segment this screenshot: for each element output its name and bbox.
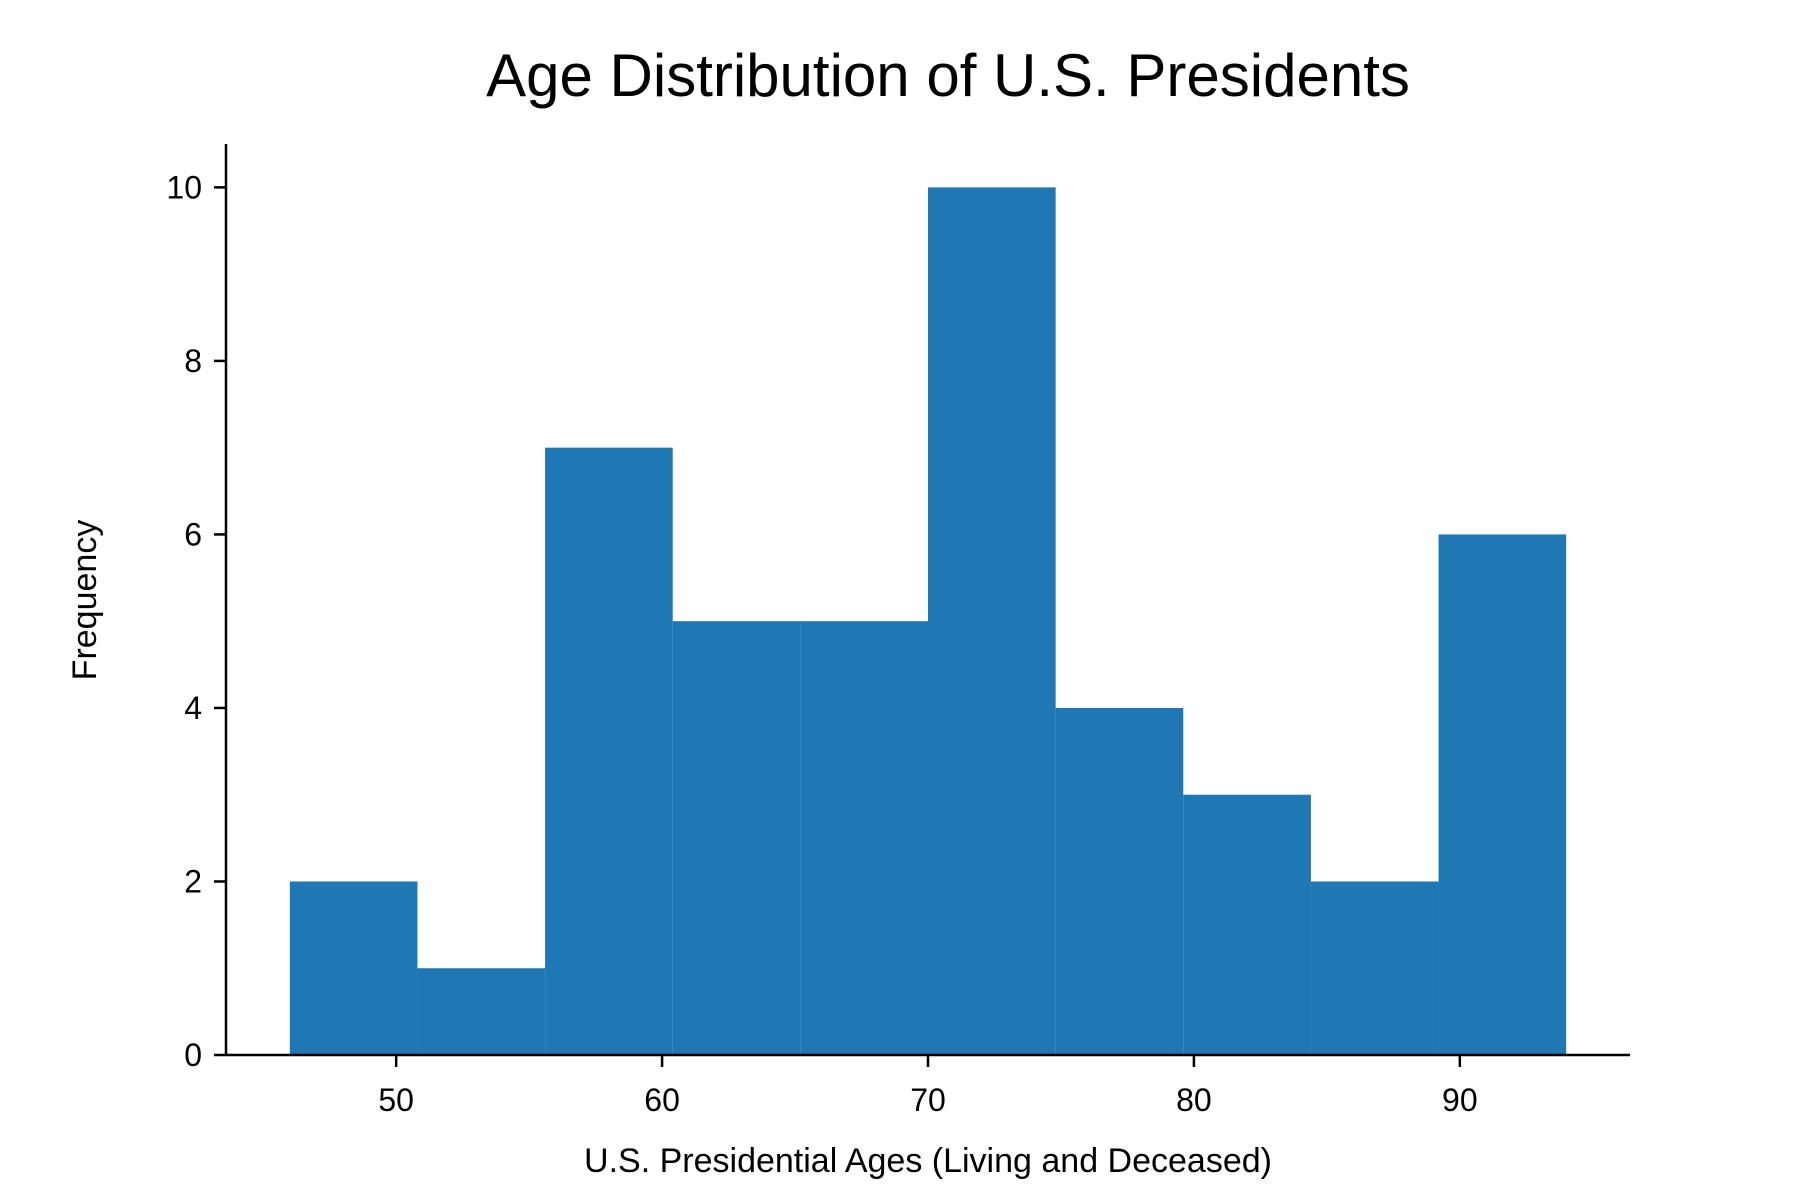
y-tick-label: 4 — [184, 690, 202, 726]
y-tick-label: 6 — [184, 516, 202, 552]
y-tick-label: 8 — [184, 343, 202, 379]
x-ticks-group: 50 60 70 80 90 — [378, 1055, 1478, 1118]
y-tick-label: 0 — [184, 1037, 202, 1073]
x-tick-label: 50 — [378, 1082, 414, 1118]
histogram-bar — [928, 187, 1056, 1055]
histogram-bar — [289, 881, 418, 1055]
x-axis-label: U.S. Presidential Ages (Living and Decea… — [584, 1142, 1272, 1180]
y-tick-label: 2 — [184, 863, 202, 899]
histogram-bar — [800, 621, 928, 1055]
y-ticks-group: 0 2 4 6 8 10 — [166, 169, 226, 1073]
histogram-bar — [1055, 707, 1184, 1055]
y-axis-label: Frequency — [66, 520, 104, 681]
y-tick-label: 10 — [166, 169, 202, 205]
x-tick-label: 70 — [910, 1082, 946, 1118]
histogram-bar — [545, 447, 673, 1056]
histogram-bar — [1438, 534, 1567, 1055]
chart-title: Age Distribution of U.S. Presidents — [486, 42, 1410, 109]
x-tick-label: 80 — [1176, 1082, 1212, 1118]
histogram-bar — [417, 968, 546, 1055]
histogram-bar — [672, 621, 801, 1055]
x-tick-label: 60 — [644, 1082, 680, 1118]
histogram-bar — [1183, 794, 1311, 1055]
x-tick-label: 90 — [1442, 1082, 1478, 1118]
histogram-bar — [1310, 881, 1439, 1055]
bars-group — [289, 187, 1567, 1056]
